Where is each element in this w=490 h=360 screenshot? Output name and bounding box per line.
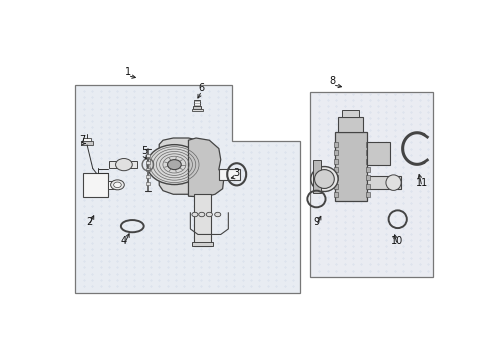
- Bar: [342, 110, 359, 117]
- Bar: [81, 141, 93, 145]
- Bar: [334, 142, 338, 147]
- Bar: [335, 132, 367, 201]
- Ellipse shape: [116, 158, 132, 171]
- Text: 11: 11: [416, 178, 428, 188]
- Text: 9: 9: [314, 217, 319, 227]
- Bar: [366, 175, 370, 180]
- Bar: [366, 142, 370, 147]
- Text: 4: 4: [121, 237, 127, 246]
- Bar: [367, 141, 390, 165]
- Bar: [334, 159, 338, 164]
- Bar: [146, 161, 150, 164]
- Polygon shape: [159, 138, 202, 194]
- Bar: [334, 167, 338, 172]
- Bar: [192, 242, 213, 246]
- Polygon shape: [74, 85, 300, 293]
- Bar: [310, 92, 433, 278]
- Bar: [146, 168, 150, 171]
- Ellipse shape: [192, 212, 198, 217]
- Ellipse shape: [315, 170, 334, 188]
- Polygon shape: [189, 138, 224, 197]
- Bar: [366, 192, 370, 197]
- Text: 6: 6: [199, 82, 205, 93]
- Bar: [194, 100, 200, 106]
- Text: 7: 7: [79, 135, 85, 145]
- Bar: [83, 174, 108, 197]
- Bar: [194, 194, 211, 246]
- Bar: [334, 192, 338, 197]
- Text: 1: 1: [124, 67, 131, 77]
- Bar: [334, 184, 338, 189]
- Bar: [313, 159, 320, 193]
- Ellipse shape: [111, 180, 124, 190]
- Bar: [83, 138, 91, 141]
- Bar: [367, 176, 401, 189]
- Bar: [109, 161, 137, 168]
- Text: 5: 5: [141, 146, 147, 156]
- Bar: [219, 169, 240, 180]
- Bar: [334, 175, 338, 180]
- Ellipse shape: [206, 212, 212, 217]
- Ellipse shape: [168, 159, 181, 170]
- Bar: [146, 175, 150, 178]
- Ellipse shape: [311, 167, 338, 192]
- Bar: [146, 154, 150, 157]
- Bar: [108, 181, 118, 189]
- Ellipse shape: [386, 175, 401, 190]
- Bar: [334, 150, 338, 156]
- Text: 2: 2: [86, 217, 92, 227]
- Bar: [366, 150, 370, 156]
- Bar: [146, 182, 150, 185]
- Text: 8: 8: [330, 76, 336, 86]
- Text: 3: 3: [233, 168, 239, 179]
- Bar: [366, 184, 370, 189]
- Ellipse shape: [199, 212, 205, 217]
- Ellipse shape: [114, 182, 121, 188]
- Bar: [366, 167, 370, 172]
- Ellipse shape: [147, 145, 202, 185]
- Bar: [192, 109, 202, 111]
- Bar: [339, 117, 363, 132]
- Bar: [194, 106, 201, 109]
- Ellipse shape: [215, 212, 220, 217]
- Bar: [366, 159, 370, 164]
- Text: 10: 10: [391, 237, 403, 246]
